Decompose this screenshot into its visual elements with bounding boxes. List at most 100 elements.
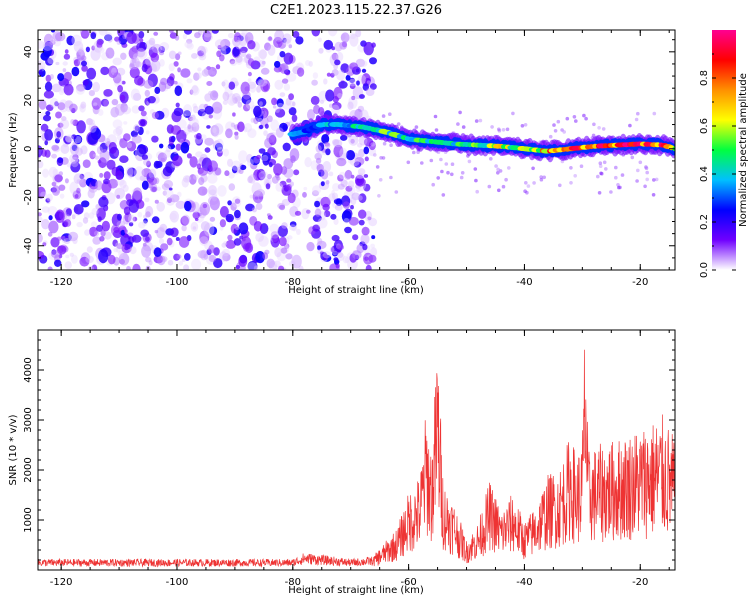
- noise-blob: [362, 243, 368, 251]
- noise-blob: [163, 180, 174, 189]
- noise-blob: [289, 221, 297, 228]
- noise-blob: [257, 49, 268, 59]
- noise-blob: [364, 78, 371, 84]
- noise-blob: [175, 102, 180, 108]
- noise-blob: [116, 220, 126, 228]
- noise-blob: [208, 114, 213, 119]
- noise-blob: [256, 154, 261, 160]
- noise-blob: [352, 234, 359, 241]
- noise-blob: [121, 243, 132, 254]
- noise-blob: [279, 204, 286, 211]
- noise-blob: [91, 264, 98, 270]
- noise-blob: [271, 97, 278, 106]
- noise-blob: [459, 175, 464, 180]
- noise-blob: [458, 110, 462, 115]
- noise-blob: [249, 194, 254, 199]
- noise-blob: [176, 119, 187, 129]
- noise-blob: [122, 34, 127, 40]
- noise-blob: [192, 226, 197, 230]
- snr-ylabel: SNR (10 * v/v): [8, 414, 19, 485]
- noise-blob: [71, 254, 78, 264]
- noise-blob: [357, 195, 363, 201]
- noise-blob: [70, 119, 75, 125]
- noise-blob: [169, 210, 179, 223]
- noise-blob: [232, 97, 238, 104]
- noise-blob: [222, 91, 230, 101]
- noise-blob: [511, 111, 515, 116]
- noise-blob: [134, 166, 145, 181]
- noise-blob: [160, 243, 169, 251]
- noise-blob: [345, 150, 356, 161]
- noise-blob: [45, 198, 51, 203]
- noise-blob: [190, 221, 199, 232]
- noise-blob: [618, 185, 622, 190]
- noise-blob: [332, 192, 338, 200]
- noise-blob: [116, 134, 122, 141]
- noise-blob: [168, 187, 173, 191]
- noise-blob: [247, 176, 253, 184]
- noise-blob: [311, 30, 321, 37]
- noise-blob: [57, 102, 66, 111]
- noise-blob: [192, 211, 200, 219]
- noise-blob: [217, 45, 222, 50]
- noise-blob: [353, 161, 362, 168]
- noise-blob: [57, 157, 64, 164]
- x-tick-label: -60: [400, 577, 416, 588]
- noise-blob: [562, 130, 566, 134]
- noise-blob: [317, 37, 322, 43]
- noise-blob: [278, 265, 285, 270]
- noise-blob: [330, 213, 337, 220]
- noise-blob: [347, 101, 354, 110]
- noise-blob: [308, 60, 313, 67]
- noise-blob: [349, 33, 359, 47]
- noise-blob: [370, 243, 375, 249]
- noise-blob: [467, 159, 472, 164]
- noise-blob: [337, 183, 345, 190]
- noise-blob: [345, 74, 351, 81]
- noise-blob: [159, 59, 165, 67]
- noise-blob: [350, 196, 357, 206]
- noise-blob: [100, 66, 110, 76]
- noise-blob: [112, 128, 123, 136]
- noise-blob: [227, 93, 237, 106]
- noise-blob: [202, 30, 213, 38]
- noise-blob: [181, 214, 191, 225]
- noise-blob: [166, 237, 173, 246]
- x-tick-label: -60: [400, 277, 416, 288]
- noise-blob: [98, 157, 107, 169]
- noise-blob: [183, 30, 193, 35]
- noise-blob: [312, 224, 321, 232]
- noise-blob: [153, 160, 161, 169]
- noise-blob: [86, 246, 93, 253]
- noise-blob: [193, 105, 199, 114]
- noise-blob: [131, 234, 142, 243]
- noise-blob: [266, 258, 275, 269]
- noise-blob: [199, 202, 210, 216]
- noise-blob: [145, 257, 152, 263]
- noise-blob: [331, 104, 340, 116]
- noise-blob: [60, 235, 65, 240]
- noise-blob: [247, 261, 258, 270]
- noise-blob: [239, 235, 244, 240]
- noise-blob: [103, 231, 112, 240]
- noise-blob: [122, 184, 129, 192]
- noise-blob: [208, 244, 215, 254]
- noise-blob: [373, 153, 377, 157]
- noise-blob: [114, 36, 120, 42]
- noise-blob: [255, 232, 264, 242]
- noise-blob: [209, 216, 216, 222]
- noise-blob: [150, 186, 158, 193]
- noise-blob: [196, 163, 202, 170]
- noise-blob: [240, 50, 247, 58]
- noise-blob: [332, 183, 340, 192]
- noise-blob: [63, 83, 74, 96]
- noise-blob: [243, 123, 252, 133]
- noise-blob: [113, 226, 120, 233]
- noise-blob: [183, 110, 191, 118]
- noise-blob: [247, 78, 252, 83]
- noise-blob: [281, 198, 291, 206]
- noise-blob: [231, 165, 238, 174]
- noise-blob: [331, 190, 335, 195]
- noise-blob: [286, 183, 292, 191]
- noise-blob: [197, 250, 207, 259]
